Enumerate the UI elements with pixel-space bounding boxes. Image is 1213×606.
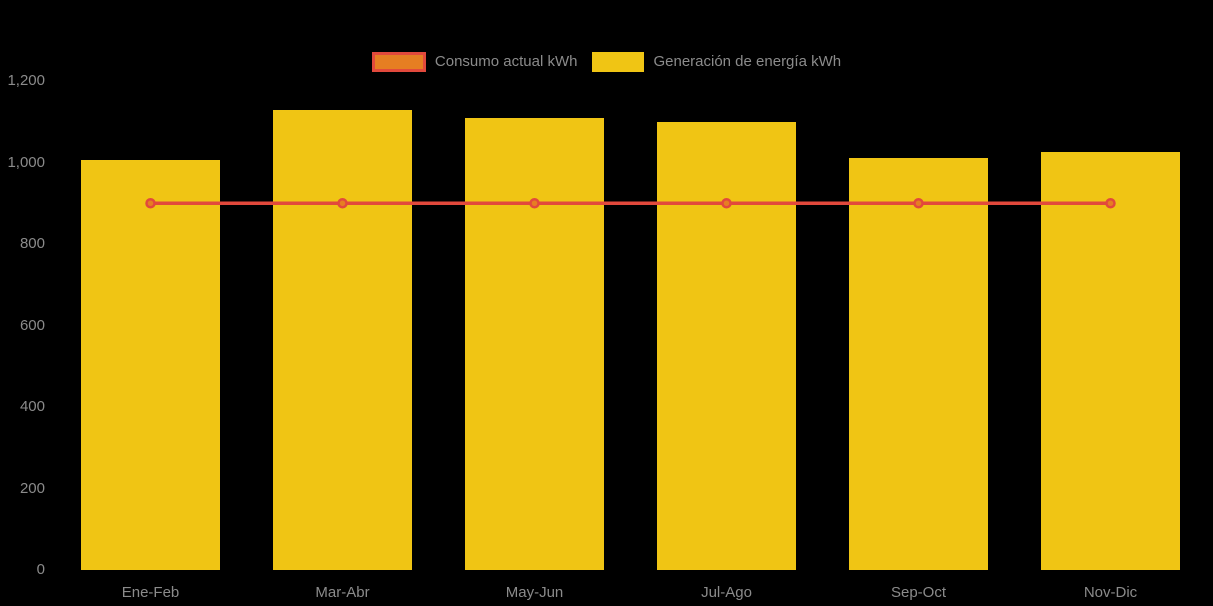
chart-legend: Consumo actual kWh Generación de energía… bbox=[0, 52, 1213, 72]
y-axis-tick-label: 1,000 bbox=[7, 153, 45, 171]
y-axis-tick-label: 600 bbox=[19, 316, 45, 334]
x-axis-category-label: Mar-Abr bbox=[315, 584, 370, 601]
y-axis-tick-label: 400 bbox=[19, 398, 45, 415]
legend-label-generacion-energia: Generación de energía kWh bbox=[653, 53, 842, 70]
line-marker[interactable] bbox=[721, 198, 732, 209]
line-marker[interactable] bbox=[337, 198, 348, 209]
legend-item-generacion-energia[interactable]: Generación de energía kWh bbox=[592, 52, 841, 72]
x-axis-category-label: Ene-Feb bbox=[121, 584, 180, 601]
bar-generacion-energia[interactable] bbox=[465, 117, 604, 570]
y-axis-tick-label: 800 bbox=[19, 235, 45, 252]
line-marker[interactable] bbox=[145, 198, 156, 209]
line-marker[interactable] bbox=[1105, 198, 1116, 209]
line-marker[interactable] bbox=[913, 198, 924, 209]
bar-generacion-energia[interactable] bbox=[273, 109, 412, 570]
x-axis-category-label: Jul-Ago bbox=[701, 584, 752, 601]
legend-label-consumo-actual: Consumo actual kWh bbox=[434, 53, 578, 70]
bar-generacion-energia[interactable] bbox=[1041, 152, 1180, 570]
y-axis-tick-label: 200 bbox=[19, 479, 45, 497]
legend-swatch-bar-icon bbox=[592, 52, 645, 72]
bar-generacion-energia[interactable] bbox=[849, 158, 988, 570]
x-axis-category-label: May-Jun bbox=[505, 584, 564, 601]
legend-item-consumo-actual[interactable]: Consumo actual kWh bbox=[371, 52, 578, 72]
bar-generacion-energia[interactable] bbox=[81, 160, 220, 570]
line-marker[interactable] bbox=[529, 198, 540, 209]
x-axis-category-label: Nov-Dic bbox=[1083, 584, 1138, 601]
legend-swatch-line-icon bbox=[371, 52, 426, 72]
y-axis-tick-label: 1,200 bbox=[7, 72, 45, 89]
bar-generacion-energia[interactable] bbox=[657, 121, 796, 570]
x-axis-category-label: Sep-Oct bbox=[890, 584, 947, 601]
y-axis-tick-label: 0 bbox=[36, 561, 45, 578]
